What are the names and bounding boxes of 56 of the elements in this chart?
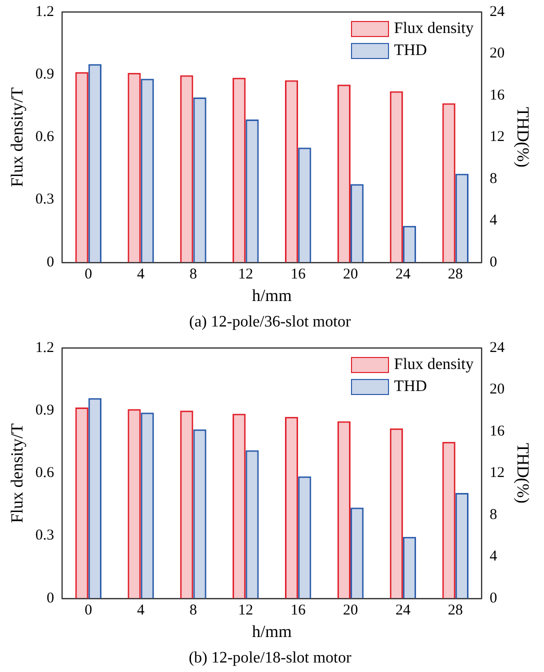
x-tick-label: 0 (84, 602, 92, 618)
legend-label: THD (394, 377, 427, 397)
x-axis-title: h/mm (252, 622, 292, 642)
x-tick-label: 16 (290, 266, 306, 282)
y-tick-label: 0.6 (35, 129, 55, 146)
x-axis-title: h/mm (252, 286, 292, 306)
x-tick-label: 16 (290, 602, 306, 618)
legend-label: Flux density (394, 355, 474, 375)
text: (b) 12-pole/18-slot motor (188, 650, 352, 667)
x-tick-label: 12 (238, 602, 254, 618)
y-axis-title: Flux density/T (8, 422, 27, 524)
y-tick-label: 0 (46, 254, 54, 270)
x-tick-label: 4 (137, 602, 146, 618)
x-tick-label: 28 (448, 266, 463, 282)
y2-tick-label: 20 (490, 382, 505, 398)
x-tick-label: 8 (189, 266, 197, 282)
y2-tick-label: 16 (490, 87, 506, 104)
x-tick-label: 20 (343, 266, 358, 282)
y-tick-label: 1.2 (35, 4, 54, 20)
y2-tick-label: 0 (490, 590, 498, 606)
y2-tick-label: 16 (490, 423, 506, 440)
x-tick-label: 8 (189, 602, 197, 618)
y2-axis-title: THD(%) (513, 106, 532, 168)
y-tick-label: 0.9 (35, 402, 54, 419)
y2-tick-label: 0 (490, 254, 498, 270)
y-tick-label: 1.2 (35, 340, 54, 356)
x-tick-label: 0 (84, 266, 92, 282)
y2-tick-label: 8 (490, 170, 498, 187)
bar (390, 428, 403, 598)
y-axis-title: Flux density/T (8, 86, 27, 188)
y2-tick-label: 8 (490, 506, 498, 523)
y2-tick-label: 20 (490, 46, 505, 62)
bar (337, 84, 351, 262)
x-tick-label: 28 (448, 602, 463, 618)
x-tick-label: 4 (137, 266, 146, 282)
y2-tick-label: 24 (490, 340, 506, 356)
x-tick-label: 24 (395, 602, 411, 618)
text: (a) 12-pole/36-slot motor (189, 314, 352, 331)
y2-tick-label: 4 (490, 212, 498, 229)
y2-tick-label: 12 (490, 465, 505, 482)
y-tick-label: 0.3 (35, 528, 54, 544)
legend-label: THD (394, 41, 427, 61)
x-tick-label: 12 (238, 266, 254, 282)
bar (402, 226, 416, 262)
y-tick-label: 0.3 (35, 192, 54, 208)
y-tick-label: 0.9 (35, 66, 54, 83)
y2-tick-label: 12 (490, 129, 505, 146)
x-tick-label: 24 (395, 266, 411, 282)
bar (390, 91, 403, 262)
x-tick-label: 20 (343, 602, 358, 618)
y2-axis-title: THD(%) (513, 442, 532, 504)
y-tick-label: 0 (46, 590, 54, 606)
y2-tick-label: 24 (490, 4, 506, 20)
y-tick-label: 0.6 (35, 465, 55, 482)
y2-tick-label: 4 (490, 548, 498, 565)
legend-label: Flux density (394, 19, 474, 39)
